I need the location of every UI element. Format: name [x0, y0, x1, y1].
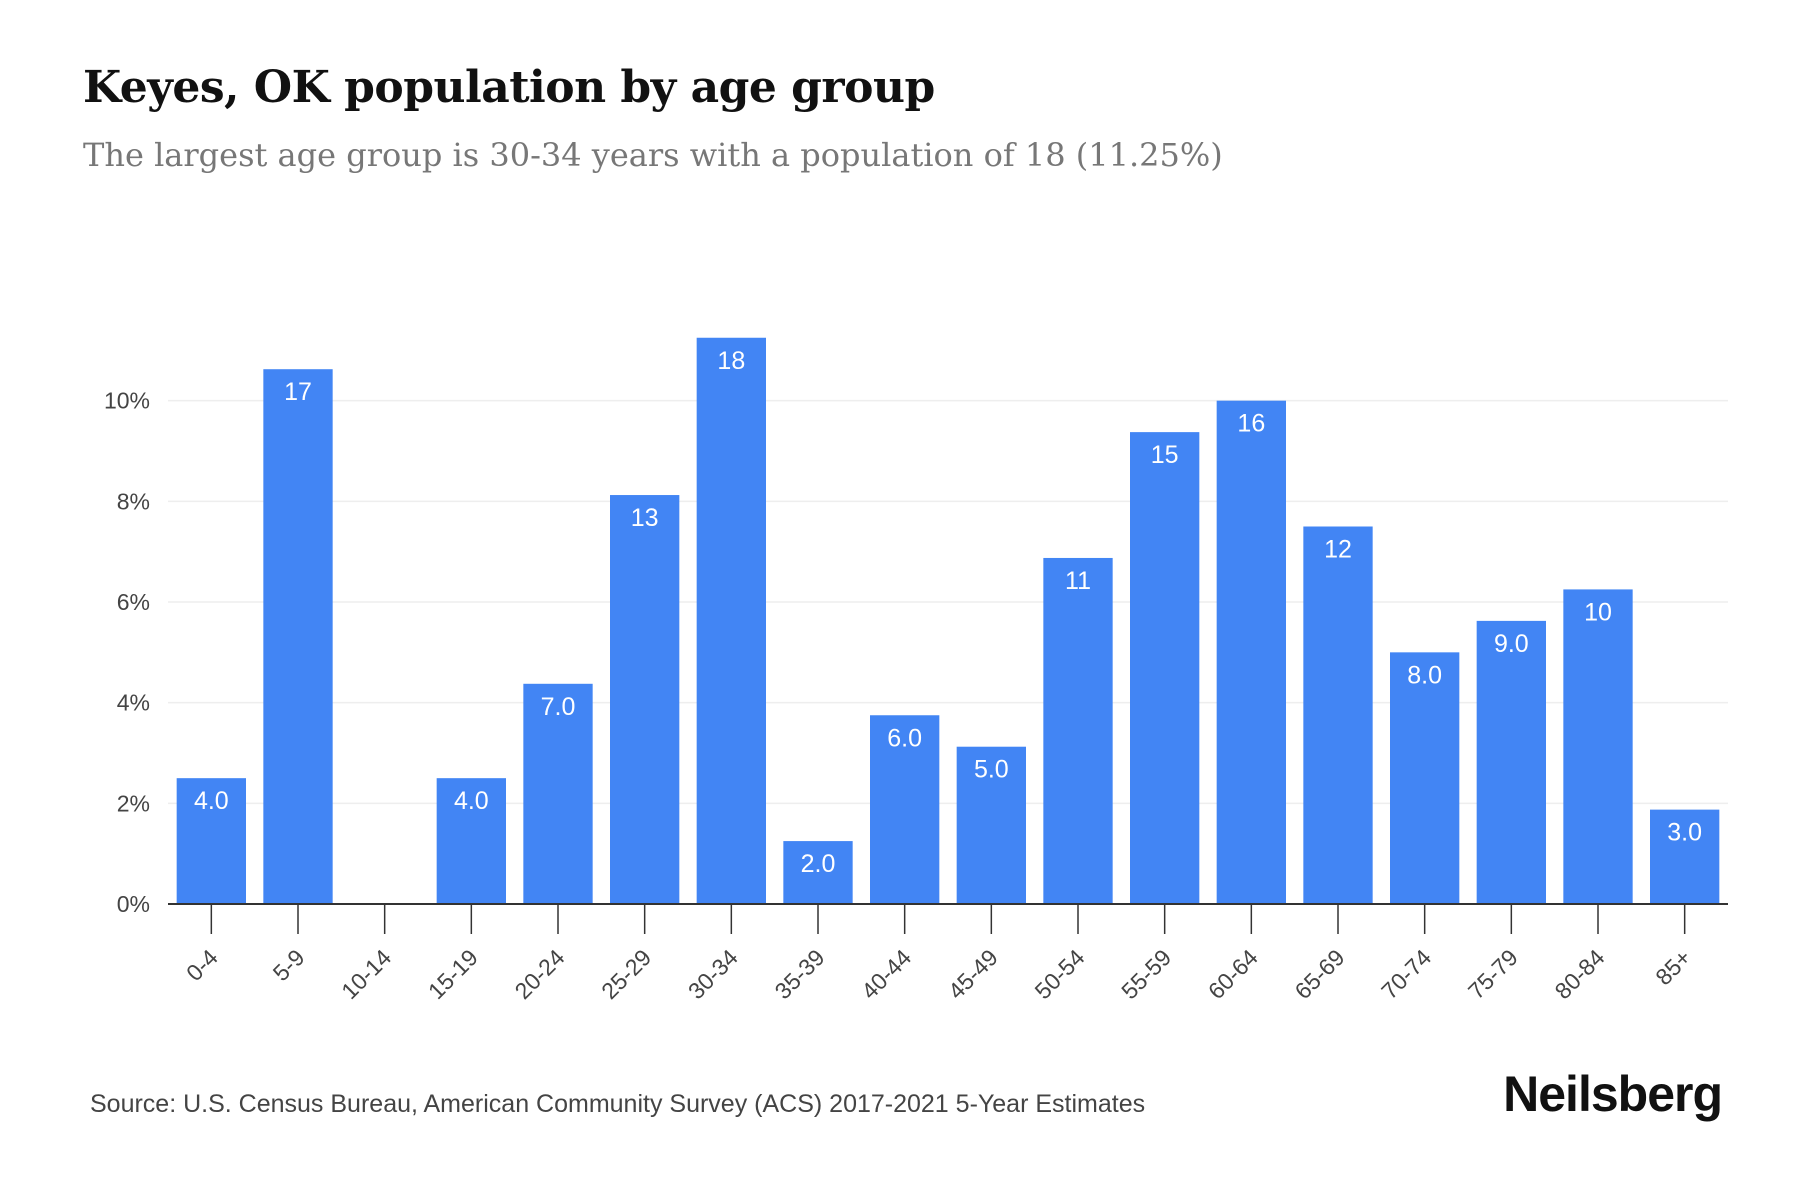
- data-label: 8.0: [1407, 661, 1442, 689]
- x-tick-label: 75-79: [1463, 944, 1523, 1004]
- x-tick-label: 85+: [1650, 944, 1696, 990]
- x-tick-label: 20-24: [510, 944, 570, 1004]
- bar-85+: [1650, 809, 1720, 904]
- data-label: 18: [717, 347, 745, 375]
- data-label: 7.0: [541, 693, 576, 721]
- x-tick-label: 45-49: [943, 944, 1003, 1004]
- bar-40-44: [870, 715, 940, 904]
- y-tick-label: 6%: [117, 589, 150, 615]
- y-tick-label: 0%: [117, 891, 150, 917]
- chart-title: Keyes, OK population by age group: [83, 62, 935, 113]
- data-label: 3.0: [1667, 819, 1702, 847]
- data-label: 6.0: [887, 724, 922, 752]
- x-tick-label: 50-54: [1030, 944, 1090, 1004]
- bar-55-59: [1130, 432, 1200, 904]
- data-label: 12: [1324, 536, 1352, 564]
- data-label: 15: [1151, 441, 1179, 469]
- bar-70-74: [1390, 652, 1460, 904]
- x-tick-label: 30-34: [683, 944, 743, 1004]
- x-tick-label: 40-44: [856, 944, 916, 1004]
- brand-logo: Neilsberg: [1503, 1066, 1723, 1122]
- bar-30-34: [696, 337, 766, 904]
- x-tick-label: 55-59: [1116, 944, 1176, 1004]
- data-label: 4.0: [454, 787, 489, 815]
- x-tick-label: 35-39: [770, 944, 830, 1004]
- bar-80-84: [1563, 589, 1633, 904]
- y-axis: 0% 2% 4% 6% 8% 10%: [104, 388, 150, 917]
- source-note: Source: U.S. Census Bureau, American Com…: [90, 1090, 1146, 1118]
- bars: [176, 337, 1720, 904]
- data-label: 2.0: [801, 850, 836, 878]
- x-tick-label: 10-14: [336, 944, 396, 1004]
- x-tick-label: 80-84: [1550, 944, 1610, 1004]
- bar-20-24: [523, 683, 593, 904]
- bar-45-49: [956, 746, 1026, 904]
- y-tick-label: 10%: [104, 388, 150, 414]
- data-label: 17: [284, 378, 312, 406]
- data-label: 9.0: [1494, 630, 1529, 658]
- data-label: 10: [1584, 598, 1612, 626]
- data-label: 5.0: [974, 756, 1009, 784]
- bar-25-29: [610, 495, 680, 904]
- bar-50-54: [1043, 557, 1113, 904]
- x-axis: 0-4 5-9 10-14 15-19 20-24 25-29 30-34 35-39 40-4…: [168, 903, 1728, 1004]
- chart-subtitle: The largest age group is 30-34 years wit…: [83, 136, 1223, 174]
- x-tick-label: 0-4: [181, 944, 223, 986]
- data-label: 13: [631, 504, 659, 532]
- bar-0-4: [176, 778, 246, 904]
- y-tick-label: 8%: [117, 488, 150, 514]
- bar-5-9: [263, 369, 333, 904]
- bar-chart: 4.0 17 4.0 7.0 13 18 2.0 6.0 5.0 11 15 16 12 8.0 9.0 10…: [104, 337, 1728, 1004]
- x-tick-label: 5-9: [268, 944, 310, 986]
- bar-65-69: [1303, 526, 1373, 904]
- bar-60-64: [1216, 400, 1286, 904]
- data-label: 4.0: [194, 787, 229, 815]
- x-tick-label: 70-74: [1376, 944, 1436, 1004]
- x-tick-label: 25-29: [596, 944, 656, 1004]
- bar-labels: 4.0 17 4.0 7.0 13 18 2.0 6.0 5.0 11 15 16 12 8.0 9.0 10…: [194, 347, 1702, 878]
- bar-15-19: [436, 778, 506, 904]
- data-label: 11: [1065, 567, 1091, 595]
- x-tick-label: 65-69: [1290, 944, 1350, 1004]
- y-tick-label: 2%: [117, 790, 150, 816]
- x-tick-label: 60-64: [1203, 944, 1263, 1004]
- y-tick-label: 4%: [117, 690, 150, 716]
- bar-75-79: [1476, 620, 1546, 904]
- grid-lines: [168, 399, 1728, 805]
- data-label: 16: [1237, 410, 1265, 438]
- bar-35-39: [783, 841, 853, 904]
- x-tick-label: 15-19: [423, 944, 483, 1004]
